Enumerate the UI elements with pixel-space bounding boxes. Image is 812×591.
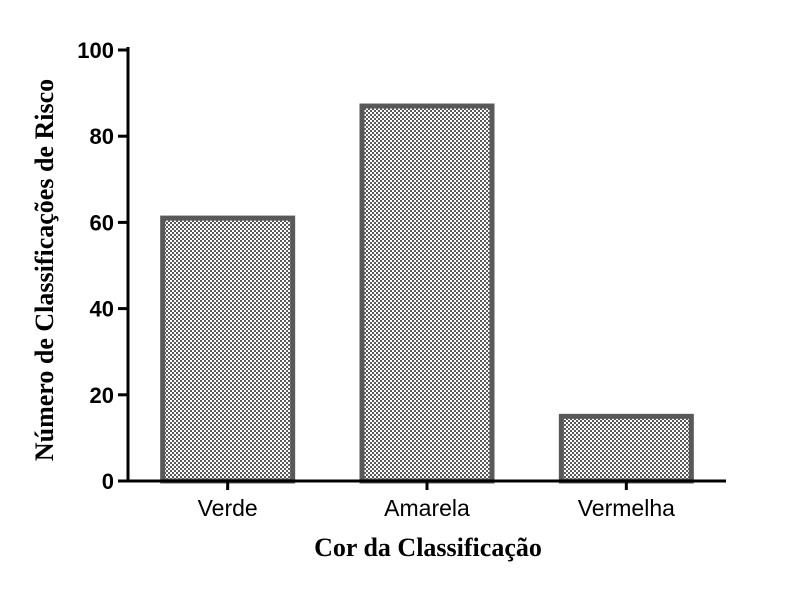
y-tick-label: 100	[77, 38, 114, 63]
x-tick-label: Amarela	[384, 495, 470, 521]
y-axis-ticks: 0 20 40 60 80 100	[77, 38, 128, 494]
x-axis-title: Cor da Classificação	[314, 533, 542, 562]
y-tick-label: 20	[90, 383, 114, 408]
y-tick-label: 0	[102, 469, 114, 494]
x-axis-ticks: Verde Amarela Vermelha	[198, 481, 675, 521]
bar-vermelha	[558, 413, 694, 484]
bars-group	[160, 103, 694, 484]
bar-verde	[160, 215, 296, 484]
x-tick-label: Vermelha	[578, 495, 675, 521]
y-tick-label: 60	[90, 210, 114, 235]
y-tick-label: 80	[90, 124, 114, 149]
y-axis-title: Número de Classificações de Risco	[30, 79, 59, 461]
x-tick-label: Verde	[198, 495, 258, 521]
y-tick-label: 40	[90, 297, 114, 322]
bar-amarela	[359, 103, 495, 484]
